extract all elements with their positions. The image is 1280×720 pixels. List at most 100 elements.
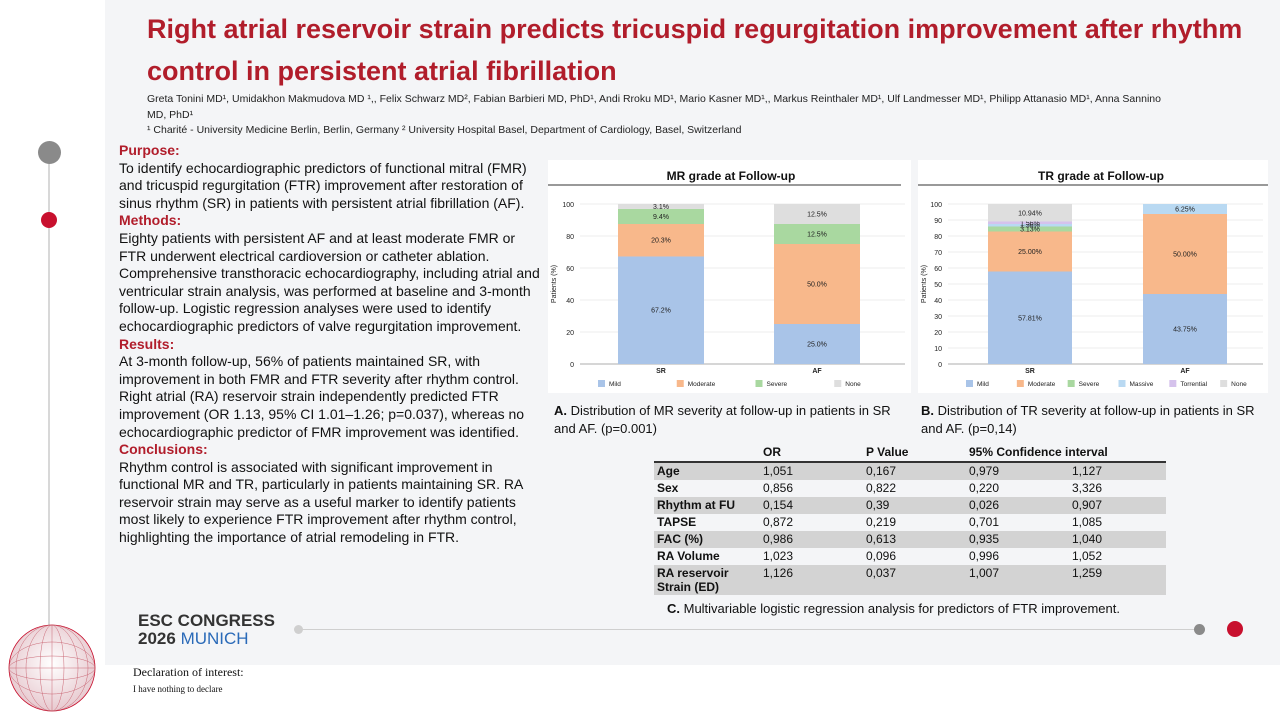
table-header-cell: OR [760,443,863,463]
y-tick-label: 0 [570,362,574,369]
table-row: FAC (%) 0,986 0,613 0,935 1,040 [654,531,1166,548]
y-tick-label: 70 [934,250,942,257]
table-value-cell: 0,822 [866,481,897,495]
table-value-cell: 1,023 [763,549,794,563]
table-value-cell: 0,986 [760,531,863,548]
x-tick-label: SR [1025,368,1035,375]
bar-segment [618,256,704,364]
table-value-cell: 1,085 [1072,515,1103,529]
legend-swatch [1067,380,1075,387]
chart-title: TR grade at Follow-up [1038,169,1164,183]
conclusions-heading: Conclusions: [119,441,208,458]
table-value-cell: 1,127 [1069,462,1166,480]
legend-label: None [845,381,861,388]
data-label: 1.56% [1020,223,1040,230]
data-label: 20.3% [651,238,671,245]
table-value-cell: 1,052 [1072,549,1103,563]
declaration-heading: Declaration of interest: [133,665,244,679]
bar-segment [1143,214,1227,294]
bar-segment [618,204,704,209]
bar-segment [988,204,1072,222]
legend-label: Torrential [1180,381,1207,388]
x-tick-label: SR [656,368,666,375]
congress-year: 2026 [138,629,176,648]
table-value-cell: 1,126 [760,565,863,595]
timeline-line [48,160,50,630]
bar-segment [1143,294,1227,364]
author-list: Greta Tonini MD¹, Umidakhon Makmudova MD… [147,93,1161,121]
table-variable-cell: Sex [657,481,679,495]
data-label: 3.13% [1020,227,1040,234]
purpose-heading: Purpose: [119,142,180,158]
legend-label: Mild [977,381,989,388]
table-header-cell: 95% Confidence interval [966,443,1166,463]
regression-table: OR P Value 95% Confidence interval Age 1,… [654,443,1166,595]
legend-swatch [1118,380,1126,387]
data-label: 67.2% [651,308,671,315]
mr-chart-panel: MR grade at Follow-up 0 20 40 60 80 100 Patient… [548,160,911,393]
abstract-text: Purpose: To identify echocardiographic p… [119,142,544,547]
footer-dot-red [1227,621,1243,637]
y-tick-label: 40 [934,298,942,305]
footer-line [298,629,1200,630]
table-variable-cell: Age [654,462,760,480]
table-value-cell: 0,613 [863,531,966,548]
table-variable-cell: RA Volume [657,549,720,563]
y-axis-label: Patients (%) [551,265,558,303]
table-row: Age 1,051 0,167 0,979 1,127 [654,462,1166,480]
table-value-cell: 0,220 [969,481,1000,495]
table-value-cell: 0,872 [763,515,794,529]
timeline-dot-gray [38,141,61,164]
methods-heading: Methods: [119,212,182,229]
congress-city: MUNICH [180,629,249,648]
footer-dot-gray [1194,624,1205,635]
bar-segment [774,224,860,244]
purpose-text: To identify echocardiographic predictors… [119,159,527,211]
caption-b-text: Distribution of TR severity at follow-up… [921,403,1255,436]
data-label: 50.0% [807,282,827,289]
caption-c: C. Multivariable logistic regression ana… [667,600,1167,618]
y-tick-label: 100 [930,202,942,209]
data-label: 12.5% [807,212,827,219]
congress-name: ESC CONGRESS [138,611,275,630]
tr-chart-panel: TR grade at Follow-up 0 10 20 30 40 50 60 70 80 90… [918,160,1268,393]
legend-label: Moderate [688,381,716,388]
table-value-cell: 1,259 [1069,565,1166,595]
y-tick-label: 90 [934,218,942,225]
bar-segment [988,224,1072,227]
y-axis-label: Patients (%) [921,265,928,303]
results-heading: Results: [119,335,175,352]
y-tick-label: 80 [934,234,942,241]
caption-c-text: Multivariable logistic regression analys… [680,601,1120,616]
data-label: 3.1% [653,204,669,211]
table-row: Sex 0,856 0,822 0,220 3,326 [654,480,1166,497]
x-tick-label: AF [1180,368,1190,375]
table-row: RA Volume 1,023 0,096 0,996 1,052 [654,548,1166,565]
table-header-cell [654,443,760,463]
results-text: At 3-month follow-up, 56% of patients ma… [119,353,525,440]
globe-logo [8,624,96,712]
legend-label: Mild [609,381,621,388]
legend-swatch [1169,380,1177,387]
legend-swatch [834,380,842,387]
table-value-cell: 0,935 [966,531,1069,548]
table-row: TAPSE 0,872 0,219 0,701 1,085 [654,514,1166,531]
tr-chart: TR grade at Follow-up 0 10 20 30 40 50 60 70 80 90… [918,169,1268,388]
legend-label: Moderate [1028,381,1056,388]
caption-b: B. Distribution of TR severity at follow… [921,402,1266,438]
legend-label: Severe [767,381,788,388]
y-tick-label: 10 [934,346,942,353]
legend-label: Massive [1130,381,1154,388]
y-tick-label: 60 [934,266,942,273]
table-row: Rhythm at FU 0,154 0,39 0,026 0,907 [654,497,1166,514]
mr-chart: MR grade at Follow-up 0 20 40 60 80 100 Patient… [548,169,905,388]
data-label: 50.00% [1173,252,1197,259]
legend-label: Severe [1079,381,1100,388]
bar-segment [774,204,860,224]
table-variable-cell: FAC (%) [654,531,760,548]
data-label: 10.94% [1018,210,1042,217]
table-variable-cell: Rhythm at FU [654,497,760,514]
legend-swatch [755,380,763,387]
y-tick-label: 0 [938,362,942,369]
declaration-text: I have nothing to declare [133,684,223,694]
